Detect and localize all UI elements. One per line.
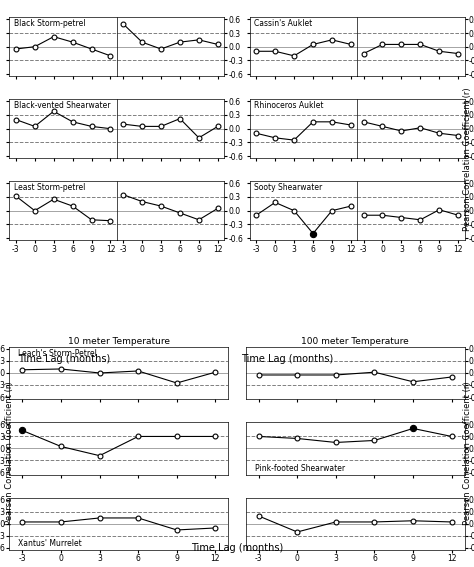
- Text: Black-vented Shearwater: Black-vented Shearwater: [14, 101, 110, 110]
- Text: Time Lag (months): Time Lag (months): [18, 354, 110, 365]
- Title: 10 meter Temperature: 10 meter Temperature: [68, 337, 170, 346]
- Text: Pearson Correlation Coefficient (r): Pearson Correlation Coefficient (r): [5, 382, 14, 526]
- Text: Time Lag (months): Time Lag (months): [191, 543, 283, 553]
- Text: Black Storm-petrel: Black Storm-petrel: [14, 19, 85, 28]
- Title: 100 meter Temperature: 100 meter Temperature: [301, 337, 409, 346]
- Text: Leach's Storm-Petrel: Leach's Storm-Petrel: [18, 349, 97, 358]
- Text: Time Lag (months): Time Lag (months): [241, 354, 333, 365]
- Text: Xantus' Murrelet: Xantus' Murrelet: [18, 539, 82, 548]
- Text: Pink-footed Shearwater: Pink-footed Shearwater: [255, 464, 345, 473]
- Text: Pearson Correlation Coefficient (r): Pearson Correlation Coefficient (r): [463, 382, 472, 526]
- Text: Least Storm-petrel: Least Storm-petrel: [14, 183, 85, 192]
- Text: Sooty Shearwater: Sooty Shearwater: [254, 183, 322, 192]
- Text: Rhinoceros Auklet: Rhinoceros Auklet: [254, 101, 324, 110]
- Text: Pearson Correlation Coefficient (r): Pearson Correlation Coefficient (r): [463, 87, 472, 231]
- Text: Cassin's Auklet: Cassin's Auklet: [254, 19, 312, 28]
